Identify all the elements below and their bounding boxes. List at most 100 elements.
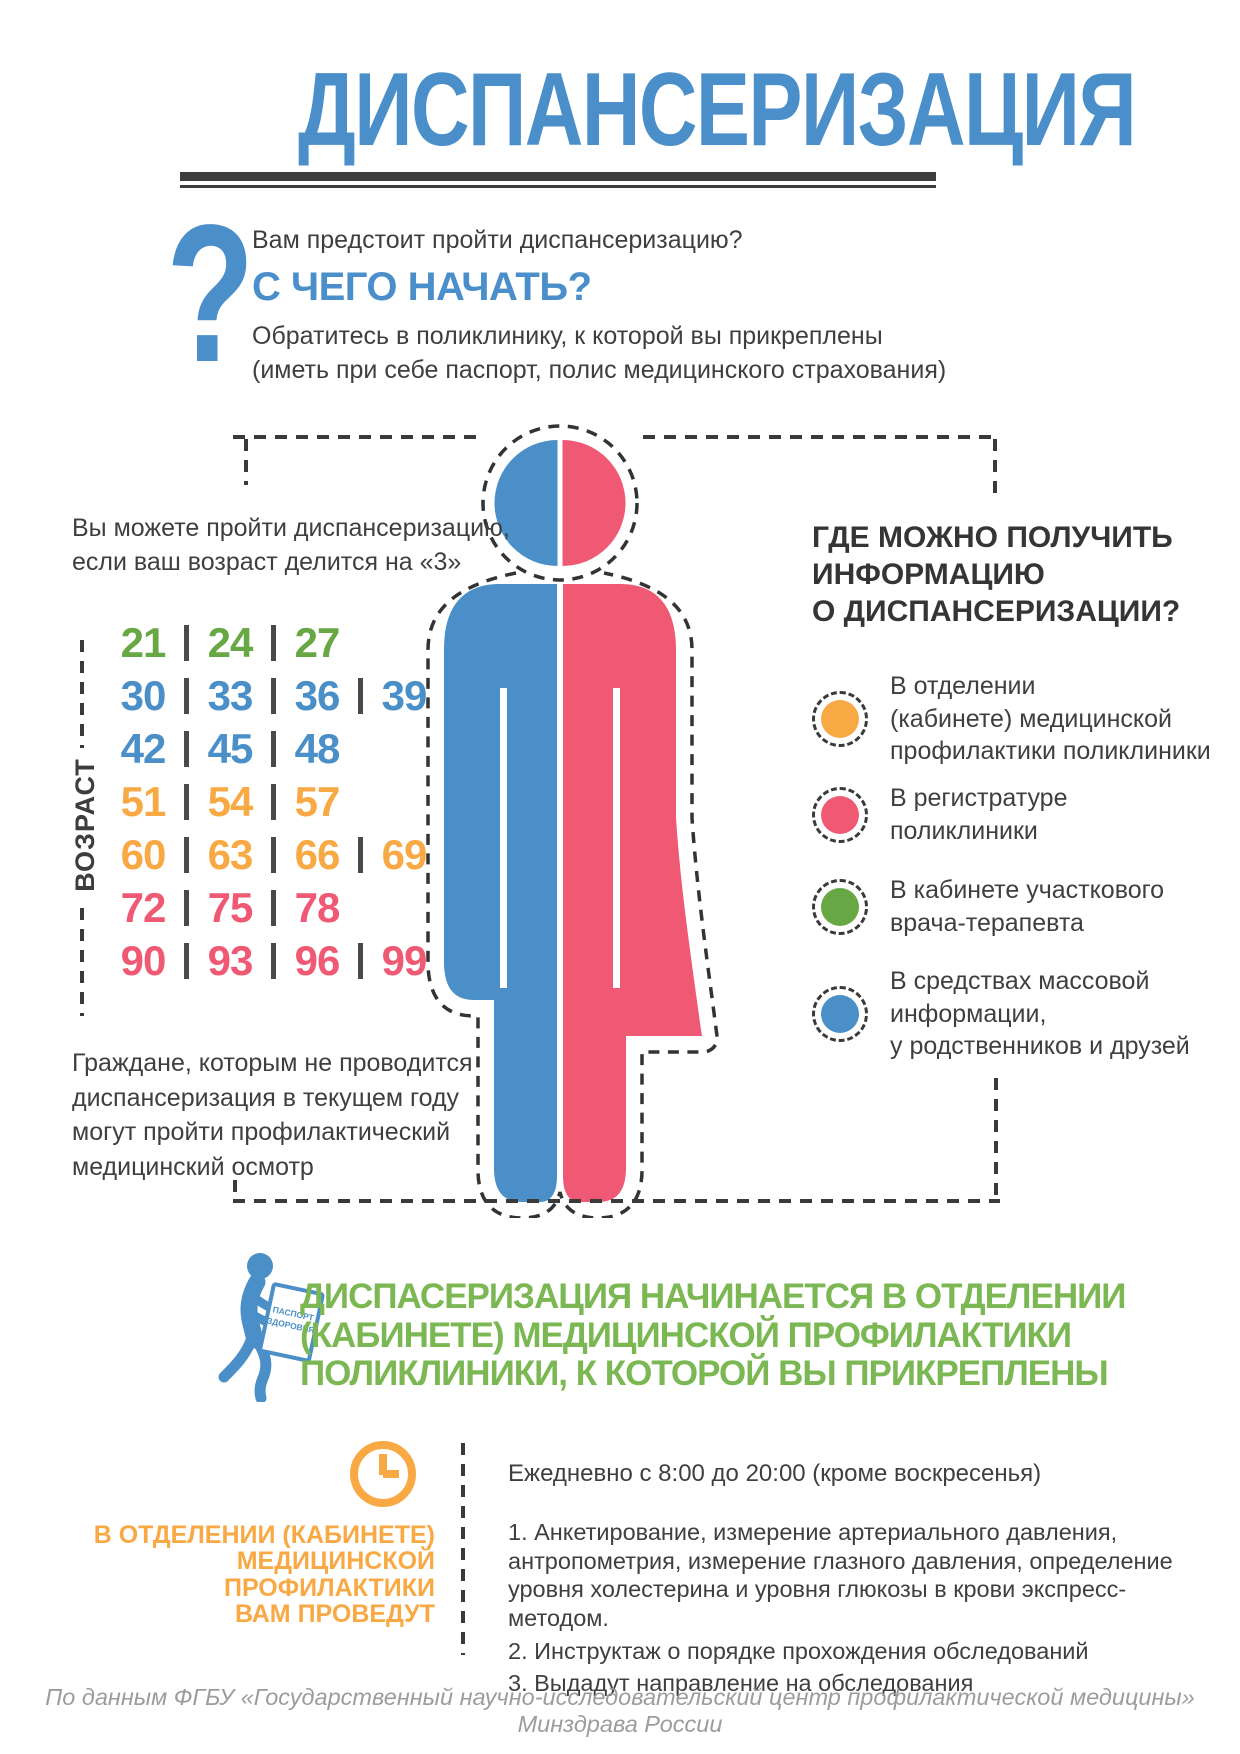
age-separator (184, 677, 189, 714)
age-value: 30 (120, 671, 167, 719)
blue-dot-icon (821, 994, 859, 1033)
age-axis-label: ВОЗРАСТ (70, 758, 100, 892)
age-value: 48 (294, 724, 341, 772)
dashed-ring-bullet-icon (812, 878, 868, 935)
age-value: 90 (120, 936, 167, 984)
intro-question: Вам предстоит пройти диспансеризацию? (252, 226, 743, 254)
age-separator (271, 836, 276, 873)
age-value: 75 (207, 883, 254, 931)
title-divider-thin (180, 185, 936, 188)
schedule-steps: 1. Анкетирование, измерение артериальног… (508, 1518, 1173, 1702)
age-value: 42 (120, 724, 167, 772)
schedule-step: 2. Инструктаж о порядке прохождения обсл… (508, 1637, 1089, 1664)
age-separator (358, 677, 363, 714)
age-separator (184, 730, 189, 767)
page-title: ДИСПАНСЕРИЗАЦИЯ (298, 52, 1137, 168)
clock-minute-hand (379, 1454, 387, 1475)
info-item-text: В регистратуре поликлиники (890, 784, 1068, 845)
age-value: 21 (120, 618, 167, 666)
age-value: 45 (207, 724, 254, 772)
intro-instructions: Обратитесь в поликлинику, к которой вы п… (252, 322, 947, 384)
age-row: 51 54 57 (108, 775, 439, 828)
age-value: 24 (207, 618, 254, 666)
dashed-tick-bottom-left (233, 1180, 237, 1199)
age-separator (358, 942, 363, 979)
age-intro-text: Вы можете пройти диспансеризацию, если в… (72, 514, 510, 576)
pink-dot-icon (821, 795, 859, 834)
age-row: 72 75 78 (108, 881, 439, 934)
age-separator (358, 836, 363, 873)
dashed-tick-top-right (993, 439, 997, 494)
info-item-text: В отделении (кабинете) медицинской профи… (890, 672, 1211, 765)
age-note-text: Граждане, которым не проводится диспансе… (72, 1049, 473, 1181)
start-banner-text: ДИСПАСЕРИЗАЦИЯ НАЧИНАЕТСЯ В ОТДЕЛЕНИИ (К… (300, 1277, 1126, 1393)
age-value: 36 (294, 671, 341, 719)
age-axis-dash-upper (80, 640, 84, 748)
age-separator (271, 624, 276, 661)
info-item: В регистратуре поликлиники (812, 782, 1067, 847)
age-value: 27 (294, 618, 341, 666)
age-value: 51 (120, 777, 167, 825)
man-woman-silhouette-icon (426, 424, 719, 1218)
dashed-bracket-bottom (233, 1199, 1000, 1203)
schedule-step: 1. Анкетирование, измерение артериальног… (508, 1519, 1173, 1631)
age-value: 99 (381, 936, 428, 984)
schedule-step: 3. Выдадут направление на обследования (508, 1670, 974, 1697)
age-value: 63 (207, 830, 254, 878)
info-heading: ГДЕ МОЖНО ПОЛУЧИТЬ ИНФОРМАЦИЮ О ДИСПАНСЕ… (812, 521, 1181, 628)
title-divider-thick (180, 172, 936, 181)
age-separator (271, 677, 276, 714)
dashed-bracket-top-left (233, 435, 478, 439)
intro-heading: С ЧЕГО НАЧАТЬ? (252, 265, 592, 309)
age-value: 66 (294, 830, 341, 878)
clock-hour-hand (383, 1470, 399, 1478)
age-value: 54 (207, 777, 254, 825)
info-item-text: В средствах массовой информации, у родст… (890, 967, 1190, 1060)
green-dot-icon (821, 887, 859, 926)
walking-person-with-document-icon: ПАСПОРТ ЗДОРОВЬЯ (218, 1253, 325, 1402)
orange-dot-icon (821, 699, 859, 738)
info-item: В кабинете участкового врача-терапевта (812, 874, 1164, 939)
schedule-hours: Ежедневно с 8:00 до 20:00 (кроме воскрес… (508, 1460, 1042, 1487)
dashed-bracket-top-right (643, 435, 995, 439)
age-row: 30 33 36 39 (108, 669, 439, 722)
dashed-ring-bullet-icon (812, 690, 868, 747)
intro-block: Вам предстоит пройти диспансеризацию? С … (252, 226, 1012, 388)
age-value: 72 (120, 883, 167, 931)
question-mark-icon: ? (166, 184, 255, 403)
age-value: 93 (207, 936, 254, 984)
age-row: 90 93 96 99 (108, 934, 439, 987)
age-separator (271, 783, 276, 820)
clock-icon (350, 1441, 416, 1507)
info-item: В отделении (кабинете) медицинской профи… (812, 670, 1211, 768)
age-separator (271, 889, 276, 926)
age-separator (184, 836, 189, 873)
header: ДИСПАНСЕРИЗАЦИЯ (180, 58, 1137, 162)
age-value: 33 (207, 671, 254, 719)
dashed-tick-bottom-right (994, 1078, 998, 1199)
age-separator (271, 942, 276, 979)
age-row: 60 63 66 69 (108, 828, 439, 881)
age-row: 21 24 27 (108, 616, 439, 669)
age-value: 39 (381, 671, 428, 719)
age-separator (184, 942, 189, 979)
age-table: 21 24 27 30 33 36 39 42 45 48 51 54 57 60 63 66 69 72 75 78… (108, 616, 439, 987)
age-separator (184, 783, 189, 820)
age-value: 78 (294, 883, 341, 931)
age-separator (271, 730, 276, 767)
footer-attribution: По данным ФГБУ «Государственный научно-и… (45, 1684, 1195, 1737)
age-axis-dash-lower (80, 908, 84, 1016)
schedule-title: В ОТДЕЛЕНИИ (КАБИНЕТЕ) МЕДИЦИНСКОЙ ПРОФИ… (93, 1521, 435, 1628)
age-value: 96 (294, 936, 341, 984)
dashed-ring-bullet-icon (812, 985, 868, 1042)
dashed-tick-top-left (244, 439, 248, 485)
age-separator (184, 889, 189, 926)
schedule-divider-dash (461, 1443, 465, 1655)
age-row: 42 45 48 (108, 722, 439, 775)
age-separator (184, 624, 189, 661)
dashed-ring-bullet-icon (812, 786, 868, 843)
info-item: В средствах массовой информации, у родст… (812, 965, 1190, 1063)
age-value: 60 (120, 830, 167, 878)
info-item-text: В кабинете участкового врача-терапевта (890, 876, 1165, 937)
